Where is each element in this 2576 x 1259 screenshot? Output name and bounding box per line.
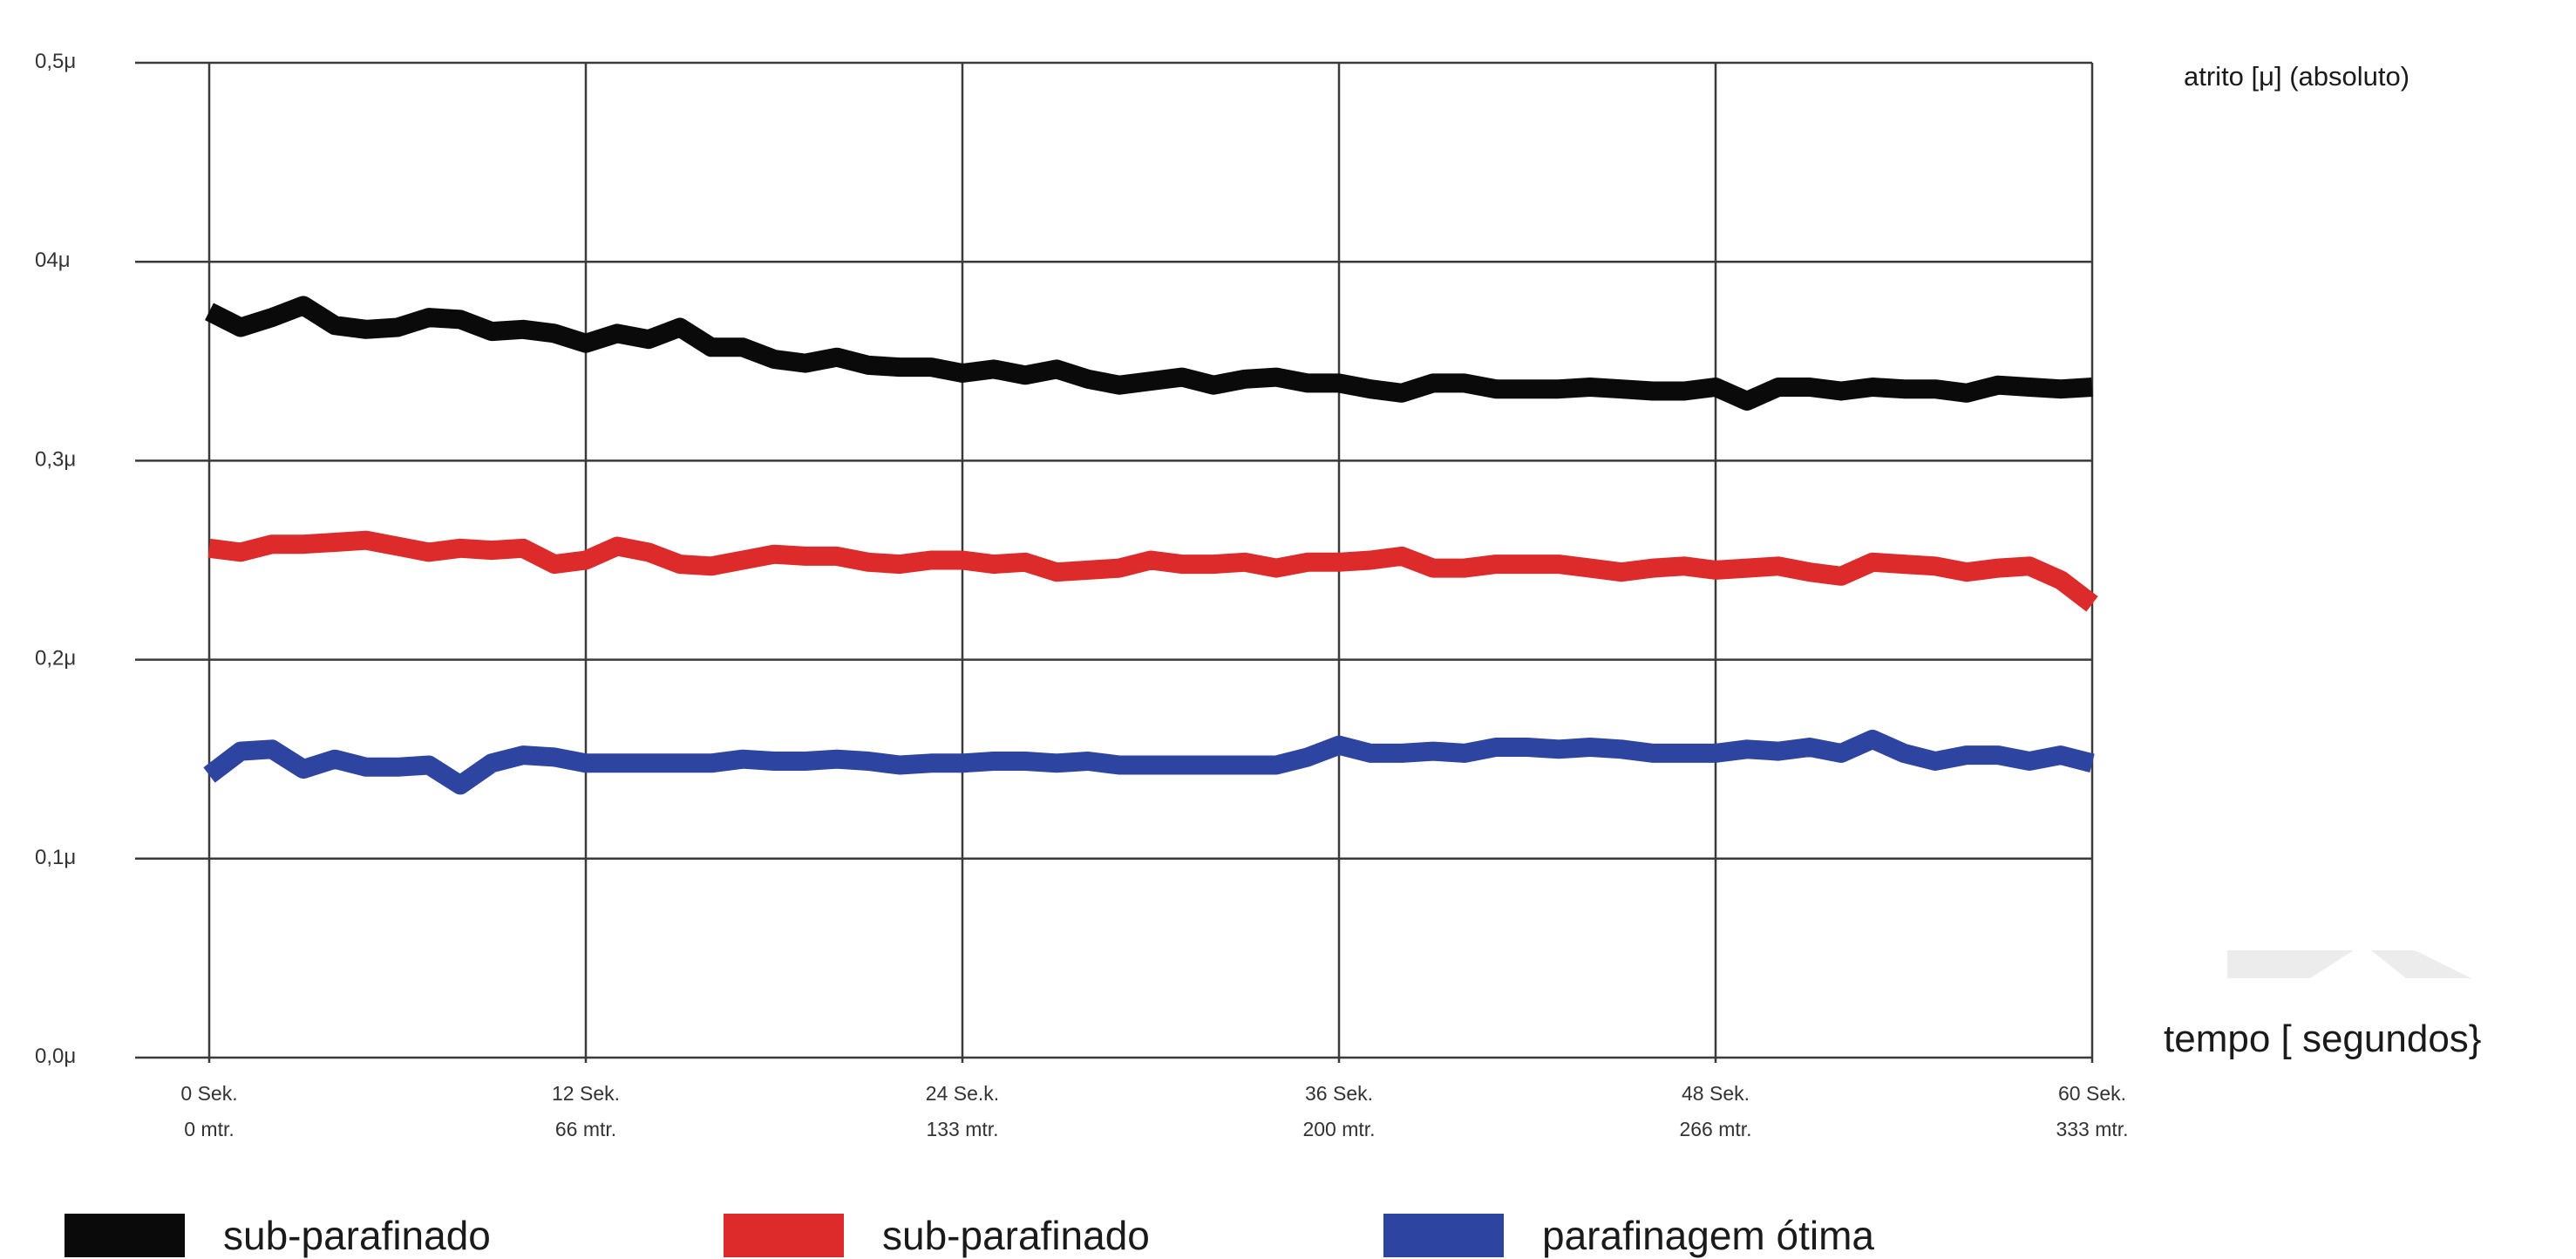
legend-item-red: sub-parafinado <box>724 1213 1150 1258</box>
grid <box>135 61 2094 1063</box>
y-tick-label: 0,2μ <box>35 647 76 670</box>
x-tick-label: 60 Sek. <box>2058 1082 2126 1105</box>
y-tick-label: 04μ <box>35 248 71 272</box>
x-tick-sublabel: 66 mtr. <box>555 1118 616 1140</box>
y-tick-label: 0,3μ <box>35 447 76 471</box>
legend-label-blue: parafinagem ótima <box>1542 1213 1874 1258</box>
y-tick-label: 0,5μ <box>35 50 76 73</box>
legend-swatch-blue <box>1383 1214 1504 1257</box>
legend-item-blue: parafinagem ótima <box>1383 1213 1874 1258</box>
x-tick-label: 24 Se.k. <box>926 1082 999 1105</box>
series-line-3 <box>203 729 2095 795</box>
friction-chart: 0,0μ 0,1μ 0,2μ 0,3μ 04μ 0,5μ 0 Sek. 0 mtr. 12 Se… <box>35 50 2481 1140</box>
series-line-2 <box>207 530 2098 612</box>
x-tick-sublabel: 0 mtr. <box>184 1118 234 1140</box>
x-tick-label: 36 Sek. <box>1305 1082 1373 1105</box>
series-lines <box>203 296 2098 795</box>
decorative-shape-right <box>2371 950 2471 978</box>
y-tick-label: 0,1μ <box>35 846 76 869</box>
x-tick-label: 12 Sek. <box>552 1082 620 1105</box>
x-tick-sublabel: 333 mtr. <box>2056 1118 2128 1140</box>
y-axis-label: atrito [μ] (absoluto) <box>2184 61 2409 92</box>
series-line-1 <box>205 296 2093 411</box>
legend-swatch-red <box>724 1214 844 1257</box>
tick-labels: 0,0μ 0,1μ 0,2μ 0,3μ 04μ 0,5μ 0 Sek. 0 mtr. 12 Se… <box>35 50 2129 1140</box>
x-tick-sublabel: 266 mtr. <box>1679 1118 1751 1140</box>
x-tick-sublabel: 133 mtr. <box>926 1118 998 1140</box>
legend-label-red: sub-parafinado <box>882 1213 1150 1258</box>
legend-item-black: sub-parafinado <box>65 1213 491 1258</box>
decorative-shape <box>2227 950 2354 978</box>
legend-swatch-black <box>65 1214 185 1257</box>
x-tick-label: 0 Sek. <box>180 1082 237 1105</box>
legend-label-black: sub-parafinado <box>223 1213 491 1258</box>
y-tick-label: 0,0μ <box>35 1045 76 1068</box>
x-tick-label: 48 Sek. <box>1682 1082 1750 1105</box>
x-axis-label: tempo [ segundos} <box>2164 1017 2481 1060</box>
x-tick-sublabel: 200 mtr. <box>1302 1118 1375 1140</box>
legend: sub-parafinado sub-parafinado parafinage… <box>0 1213 2576 1258</box>
